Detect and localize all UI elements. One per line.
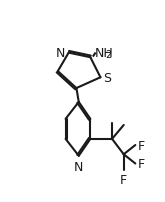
Text: F: F — [120, 173, 127, 186]
Text: F: F — [138, 157, 145, 170]
Text: 2: 2 — [105, 50, 111, 60]
Text: S: S — [104, 71, 112, 84]
Text: N: N — [74, 160, 83, 173]
Text: F: F — [138, 139, 145, 152]
Text: NH: NH — [94, 47, 113, 60]
Text: N: N — [56, 47, 66, 60]
